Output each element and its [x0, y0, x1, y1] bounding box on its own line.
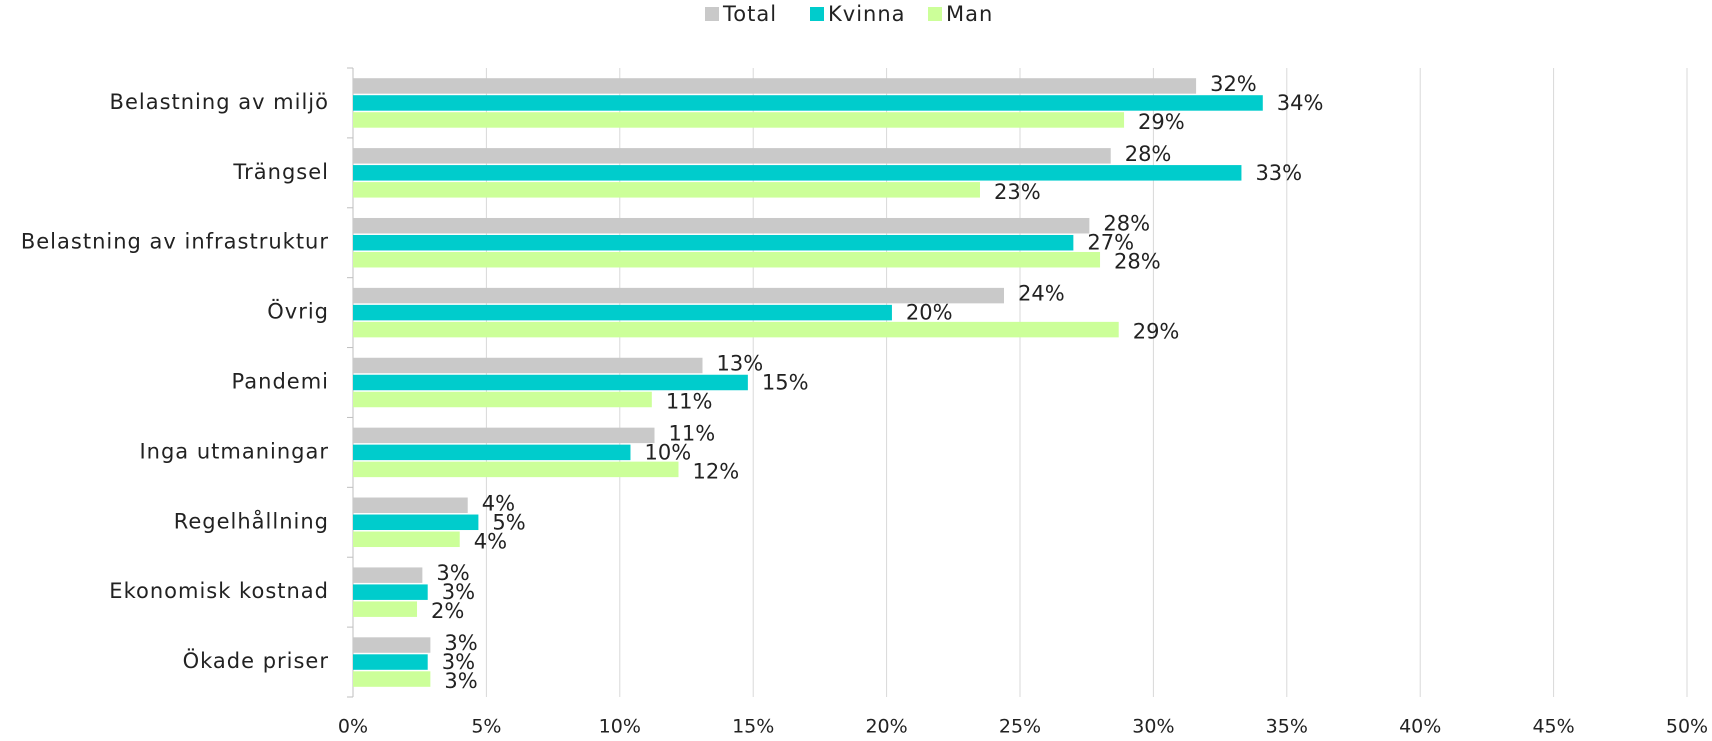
- legend-label: Kvinna: [828, 2, 906, 26]
- legend-swatch: [705, 7, 719, 21]
- bar: [353, 461, 679, 478]
- value-label: 28%: [1125, 142, 1172, 166]
- bar: [353, 251, 1101, 268]
- x-tick-label: 50%: [1666, 716, 1708, 738]
- value-label: 4%: [482, 491, 515, 515]
- x-tick-label: 45%: [1532, 716, 1574, 738]
- value-label: 20%: [906, 301, 953, 325]
- bar: [353, 601, 418, 617]
- value-label: 28%: [1103, 212, 1150, 236]
- x-tick-label: 5%: [471, 716, 501, 738]
- value-label: 15%: [762, 371, 809, 395]
- value-label: 27%: [1087, 231, 1134, 255]
- bar: [353, 514, 479, 531]
- x-tick-label: 20%: [865, 716, 907, 738]
- value-label: 3%: [444, 631, 477, 655]
- x-tick-label: 15%: [732, 716, 774, 738]
- bar: [353, 531, 460, 548]
- value-label: 4%: [474, 529, 507, 553]
- bar: [353, 654, 428, 670]
- y-tick-label: Ekonomisk kostnad: [109, 579, 329, 603]
- bar: [353, 391, 652, 408]
- value-label: 32%: [1210, 72, 1257, 96]
- value-label: 34%: [1277, 91, 1324, 115]
- value-label: 3%: [436, 561, 469, 585]
- value-label: 11%: [668, 421, 715, 445]
- value-label: 3%: [442, 580, 475, 604]
- value-label: 12%: [692, 459, 739, 483]
- value-label: 29%: [1133, 320, 1180, 344]
- bar: [353, 217, 1090, 234]
- bar: [353, 148, 1111, 164]
- bar: [353, 637, 431, 653]
- bar: [353, 497, 468, 514]
- bar: [353, 165, 1242, 181]
- value-label: 10%: [644, 440, 691, 464]
- value-label: 3%: [442, 650, 475, 674]
- legend-label: Total: [722, 2, 777, 26]
- value-label: 29%: [1138, 110, 1185, 134]
- value-label: 23%: [994, 180, 1041, 204]
- bar: [353, 304, 892, 321]
- legend-label: Man: [946, 2, 993, 26]
- value-label: 24%: [1018, 282, 1065, 306]
- bar: [353, 78, 1197, 94]
- value-label: 13%: [717, 352, 764, 376]
- value-label: 3%: [444, 669, 477, 693]
- x-tick-label: 0%: [338, 716, 368, 738]
- value-label: 2%: [431, 599, 464, 623]
- value-label: 33%: [1255, 161, 1302, 185]
- x-tick-label: 35%: [1266, 716, 1308, 738]
- value-label: 5%: [492, 510, 525, 534]
- x-tick-label: 25%: [999, 716, 1041, 738]
- y-tick-label: Pandemi: [232, 370, 329, 394]
- legend-swatch: [810, 7, 824, 21]
- y-tick-label: Ökade priser: [183, 648, 329, 673]
- y-tick-label: Regelhållning: [174, 508, 329, 533]
- x-tick-label: 10%: [599, 716, 641, 738]
- bar: [353, 357, 703, 374]
- value-label: 11%: [666, 390, 713, 414]
- bar: [353, 671, 431, 687]
- y-tick-label: Övrig: [267, 299, 329, 324]
- bar: [353, 584, 428, 600]
- bar: [353, 95, 1263, 111]
- x-tick-label: 30%: [1132, 716, 1174, 738]
- bar: [353, 112, 1125, 128]
- bar: [353, 427, 655, 444]
- y-tick-label: Belastning av miljö: [110, 90, 329, 114]
- bar: [353, 444, 631, 461]
- y-tick-label: Inga utmaningar: [139, 439, 329, 463]
- legend-swatch: [928, 7, 942, 21]
- bar: [353, 567, 423, 583]
- value-label: 28%: [1114, 250, 1161, 274]
- bar: [353, 287, 1004, 304]
- bar: [353, 321, 1119, 338]
- y-tick-label: Belastning av infrastruktur: [21, 230, 329, 254]
- x-tick-label: 40%: [1399, 716, 1441, 738]
- bar: [353, 234, 1074, 251]
- bar: [353, 182, 980, 198]
- y-tick-label: Trängsel: [232, 160, 329, 184]
- bar: [353, 374, 748, 391]
